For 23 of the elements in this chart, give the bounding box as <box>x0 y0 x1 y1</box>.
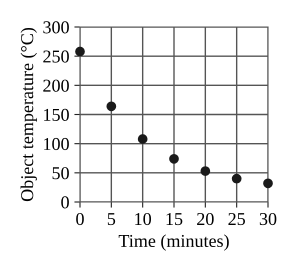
point <box>138 134 148 144</box>
point <box>232 174 242 184</box>
x-tick-label: 5 <box>108 213 116 226</box>
y-axis-title: Object temperature (°C) <box>20 28 37 202</box>
x-axis-title: Time (minutes) <box>118 234 229 251</box>
x-tick-label: 0 <box>76 212 84 226</box>
x-tick-label: 10 <box>135 212 152 226</box>
y-tick-label: 300 <box>43 21 69 34</box>
x-tick-label: 20 <box>197 212 214 226</box>
y-tick-label: 200 <box>43 80 69 92</box>
y-tick-label: 150 <box>44 108 69 121</box>
point <box>106 101 116 112</box>
point <box>75 46 85 56</box>
point <box>263 178 273 188</box>
point <box>200 166 210 176</box>
y-tick-label: 50 <box>52 167 69 180</box>
y-tick-label: 250 <box>43 50 69 63</box>
y-tick-label: 100 <box>44 138 69 150</box>
x-tick-label: 15 <box>166 213 182 226</box>
x-tick-label: 30 <box>260 212 276 226</box>
point <box>169 154 179 164</box>
x-tick-label: 25 <box>228 212 245 226</box>
y-tick-label: 0 <box>61 196 69 208</box>
